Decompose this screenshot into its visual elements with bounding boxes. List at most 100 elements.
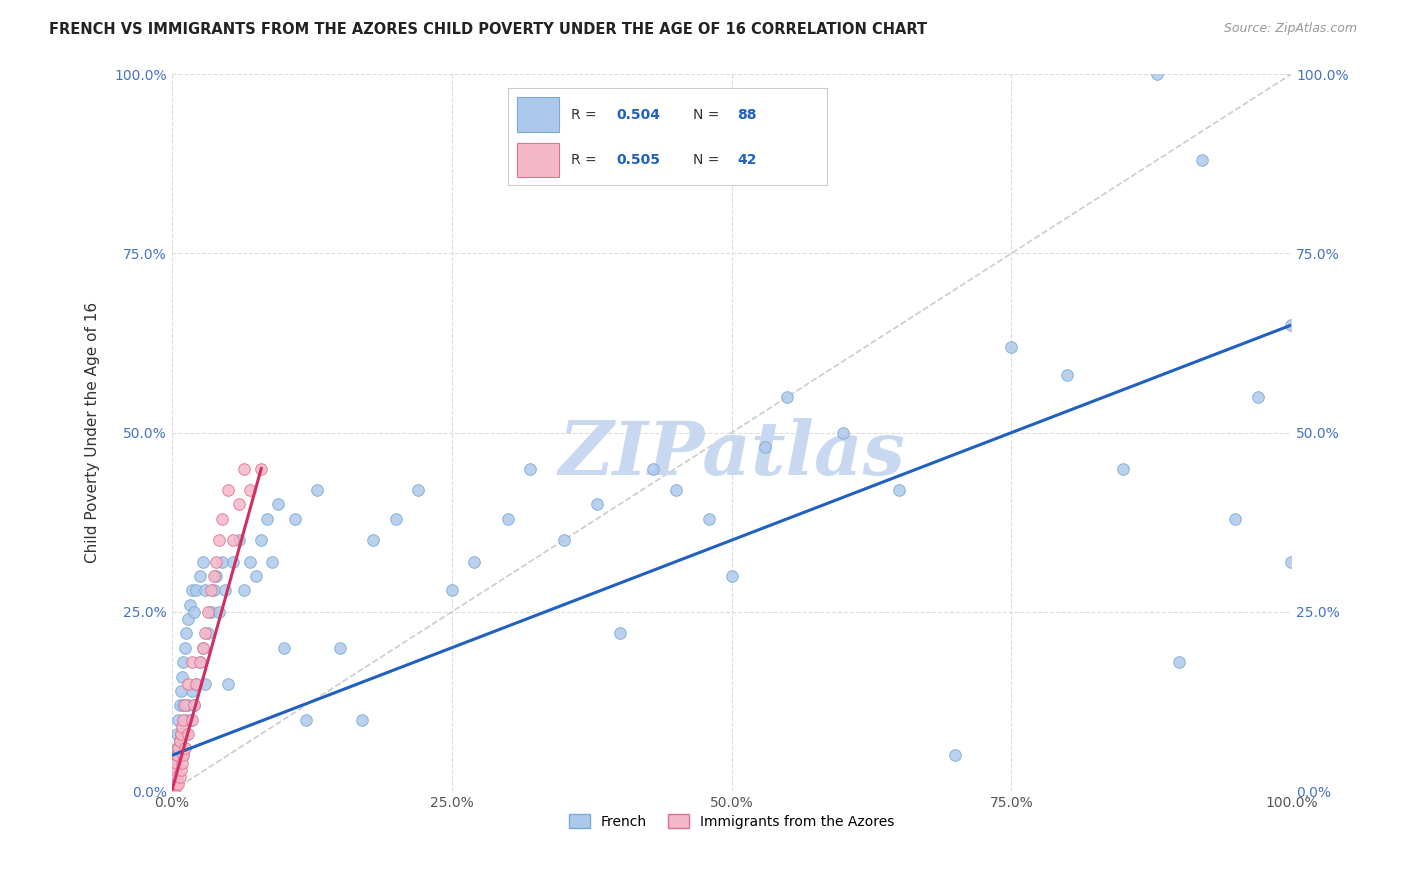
Point <box>889 483 911 497</box>
Point <box>169 727 191 741</box>
Point <box>169 770 191 784</box>
Point <box>720 569 742 583</box>
Point <box>776 390 799 404</box>
Point <box>191 640 214 655</box>
Point <box>519 461 541 475</box>
Point <box>188 655 211 669</box>
Point <box>163 770 186 784</box>
Text: FRENCH VS IMMIGRANTS FROM THE AZORES CHILD POVERTY UNDER THE AGE OF 16 CORRELATI: FRENCH VS IMMIGRANTS FROM THE AZORES CHI… <box>49 22 928 37</box>
Point <box>186 676 208 690</box>
Point <box>194 626 217 640</box>
Point <box>183 698 205 713</box>
Point <box>191 555 214 569</box>
Point <box>174 698 197 713</box>
Point <box>329 640 352 655</box>
Point <box>172 713 194 727</box>
Point <box>183 605 205 619</box>
Point <box>553 533 575 548</box>
Point <box>197 605 219 619</box>
Point <box>586 497 609 511</box>
Point <box>214 583 236 598</box>
Point <box>166 727 188 741</box>
Point <box>295 713 318 727</box>
Point <box>284 512 307 526</box>
Point <box>170 720 193 734</box>
Point <box>172 655 194 669</box>
Point <box>179 598 201 612</box>
Point <box>194 676 217 690</box>
Point <box>832 425 855 440</box>
Point <box>172 748 194 763</box>
Point <box>463 555 485 569</box>
Point <box>186 583 208 598</box>
Point <box>222 555 245 569</box>
Point <box>211 555 233 569</box>
Point <box>384 512 406 526</box>
Point <box>174 727 197 741</box>
Point <box>228 533 250 548</box>
Point <box>1000 340 1022 354</box>
Point <box>754 440 776 454</box>
Point <box>167 748 190 763</box>
Point <box>177 727 200 741</box>
Point <box>233 583 256 598</box>
Point <box>361 533 384 548</box>
Point <box>180 683 202 698</box>
Point <box>440 583 463 598</box>
Point <box>169 683 191 698</box>
Point <box>1279 555 1302 569</box>
Point <box>167 713 190 727</box>
Point <box>170 669 193 683</box>
Point <box>202 583 225 598</box>
Text: Source: ZipAtlas.com: Source: ZipAtlas.com <box>1223 22 1357 36</box>
Point <box>208 605 231 619</box>
Point <box>250 461 273 475</box>
Point <box>174 713 197 727</box>
Point <box>664 483 686 497</box>
Point <box>162 780 184 795</box>
Point <box>165 777 187 791</box>
Point <box>217 483 239 497</box>
Point <box>166 748 188 763</box>
Point <box>174 640 197 655</box>
Point <box>170 741 193 756</box>
Point <box>233 461 256 475</box>
Point <box>180 583 202 598</box>
Point <box>163 770 186 784</box>
Point <box>188 655 211 669</box>
Point <box>222 533 245 548</box>
Point <box>496 512 519 526</box>
Point <box>174 626 197 640</box>
Point <box>200 605 222 619</box>
Point <box>350 713 373 727</box>
Point <box>179 713 201 727</box>
Point <box>186 676 208 690</box>
Text: ZIPatlas: ZIPatlas <box>558 418 905 491</box>
Point <box>1247 390 1270 404</box>
Point <box>211 512 233 526</box>
Point <box>191 640 214 655</box>
Point <box>1225 512 1247 526</box>
Point <box>169 727 191 741</box>
Point <box>945 748 967 763</box>
Point <box>170 756 193 770</box>
Point <box>167 741 190 756</box>
Point <box>172 698 194 713</box>
Point <box>167 777 190 791</box>
Legend: French, Immigrants from the Azores: French, Immigrants from the Azores <box>564 809 900 835</box>
Point <box>180 655 202 669</box>
Point <box>197 626 219 640</box>
Point <box>239 483 262 497</box>
Point <box>205 569 228 583</box>
Point <box>245 569 267 583</box>
Point <box>250 533 273 548</box>
Point <box>267 497 290 511</box>
Point <box>163 780 186 795</box>
Point <box>163 777 186 791</box>
Point <box>200 583 222 598</box>
Point <box>1146 67 1168 81</box>
Point <box>166 741 188 756</box>
Point <box>1112 461 1135 475</box>
Point <box>1191 153 1213 167</box>
Y-axis label: Child Poverty Under the Age of 16: Child Poverty Under the Age of 16 <box>86 302 100 563</box>
